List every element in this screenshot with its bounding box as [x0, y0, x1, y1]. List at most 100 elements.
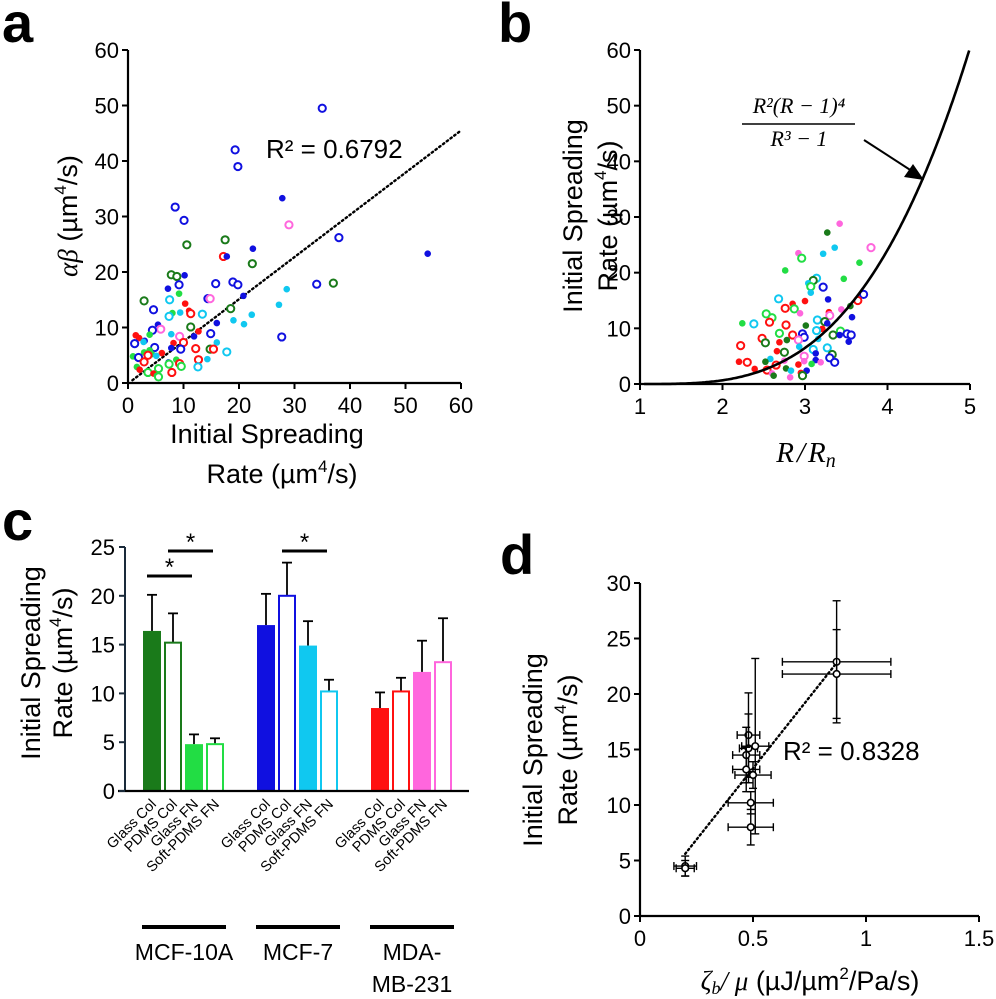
panel-d-x-tick-label: 0.5 [738, 926, 769, 951]
panel-b-x-tick-label: 3 [799, 394, 811, 419]
panel-c-group-label: MB-231 [372, 971, 453, 997]
panel-label-c: c [2, 489, 33, 552]
panel-c-bar-open [320, 690, 338, 792]
panel-c-bar-filled [257, 625, 275, 791]
panel-a-point-filled [278, 194, 286, 202]
panel-d-fit-line [684, 661, 838, 856]
panel-b-point-open [866, 243, 876, 253]
panel-b-point-open [774, 294, 784, 304]
panel-a-point-open [148, 305, 159, 315]
panel-a-point-open [139, 357, 149, 367]
panel-b-point-filled [823, 229, 831, 236]
panel-d-y-tick-label: 5 [619, 849, 631, 874]
panel-a-y-tick-label: 10 [95, 316, 119, 341]
panel-a-point-open [175, 331, 185, 341]
panel-c-y-tick-label: 5 [103, 730, 115, 755]
panel-b-point-filled [787, 367, 795, 374]
panel-a-r-squared: R² = 0.6792 [266, 134, 403, 164]
panel-a-point-filled [223, 253, 231, 260]
panel-b-point-open [760, 338, 771, 348]
panel-b-point-open [846, 330, 856, 340]
panel-b-point-filled [770, 372, 777, 379]
panel-a-point-filled [213, 339, 221, 346]
panel-a-point-open [186, 322, 196, 332]
panel-c-group-label: MCF-7 [263, 939, 333, 965]
panel-b-point-filled [795, 361, 802, 368]
panel-b-point-filled [802, 322, 810, 329]
panel-b-points [735, 220, 876, 381]
panel-c-bars: * * * [143, 529, 452, 793]
panel-b-ylabel-line1: Initial Spreading [558, 119, 588, 313]
panel-b-point-open [774, 328, 785, 338]
panel-b-point-filled [838, 306, 845, 313]
panel-c-y-tick-label: 10 [91, 681, 115, 706]
panel-a-point-open [230, 145, 240, 155]
panel-d-y-tick-label: 0 [619, 904, 631, 929]
panel-a-ylabel: αβ (µm4/s) [51, 155, 83, 277]
panel-b-formula-numerator: R²(R − 1)⁴ [752, 93, 846, 118]
panel-a-point-open [233, 280, 243, 290]
panel-a-point-open [172, 271, 182, 282]
panel-a-point-open [317, 103, 327, 113]
panel-b-point-filled [786, 374, 794, 381]
panel-c-group-label: MCF-10A [135, 939, 234, 965]
panel-b-point-filled [807, 289, 815, 297]
panel-a-point-open [211, 279, 221, 289]
panel-label-b: b [498, 0, 532, 54]
panel-c-bar-open [392, 690, 410, 792]
panel-b-point-filled [795, 343, 803, 351]
panel-a-point-open [174, 280, 184, 290]
panel-c-bar-open [434, 661, 452, 793]
panel-b-point-open [742, 357, 752, 367]
panel-a-scatter: 0 10 20 30 40 50 60 0 10 20 30 40 50 60 R² = 0.6792 I… [51, 38, 473, 489]
panel-a-point-filled [181, 272, 188, 279]
panel-b-point-open [822, 343, 832, 353]
panel-a-point-filled [167, 344, 175, 352]
panel-b-point-filled [808, 360, 815, 368]
panel-a-fit-line-segment [131, 129, 463, 382]
panel-d-point [746, 823, 755, 832]
panel-a-x-tick-label: 60 [449, 393, 473, 418]
panel-a-point-filled [135, 334, 143, 342]
panel-a-point-open [153, 363, 164, 374]
panel-c-group-labels: MCF-10A MCF-7 MDA- MB-231 [135, 925, 454, 997]
panel-d-ylabel-line2: Rate (µm4/s) [551, 674, 583, 825]
panel-a-point-open [182, 240, 192, 250]
panel-b-point-filled [739, 320, 746, 327]
panel-a-x-tick-label: 10 [171, 393, 195, 418]
panel-b-point-filled [812, 356, 820, 364]
panel-a-point-filled [213, 319, 221, 327]
panel-d-x-tick-label: 1 [860, 926, 872, 951]
panel-a-point-open [164, 311, 174, 321]
panel-b-point-filled [767, 355, 774, 363]
panel-label-a: a [2, 0, 34, 54]
panel-d-y-tick-label: 15 [607, 738, 631, 763]
panel-a-point-open [334, 232, 344, 243]
panel-b-y-tick-label: 10 [607, 316, 631, 341]
panel-a-point-filled [249, 245, 257, 252]
panel-b-point-open [830, 357, 840, 367]
panel-d-point [751, 742, 760, 751]
panel-b-point-open [736, 340, 746, 351]
panel-a-point-open [284, 220, 294, 230]
panel-c-ylabel-line1: Initial Spreading [16, 566, 46, 760]
panel-a-point-open [277, 332, 287, 342]
panel-a-point-open [143, 350, 153, 360]
panel-b-arrow-head [904, 164, 924, 180]
panel-c-bar-filled [371, 708, 389, 791]
panel-a-point-filled [248, 311, 256, 319]
panel-b-point-filled [817, 358, 824, 366]
panel-b-point-filled [783, 336, 791, 344]
panel-a-point-open [208, 344, 219, 354]
panel-a-point-open [226, 304, 236, 314]
panel-a-point-open [220, 235, 230, 245]
panel-b-y-tick-label: 20 [607, 261, 631, 286]
panel-b-point-open [780, 303, 790, 313]
panel-b-x-tick-label: 4 [881, 394, 893, 419]
panel-a-point-open [205, 294, 215, 304]
panel-b-point-open [789, 304, 799, 314]
panel-a-point-open [328, 278, 338, 288]
panel-b-y-tick-label: 50 [607, 94, 631, 119]
